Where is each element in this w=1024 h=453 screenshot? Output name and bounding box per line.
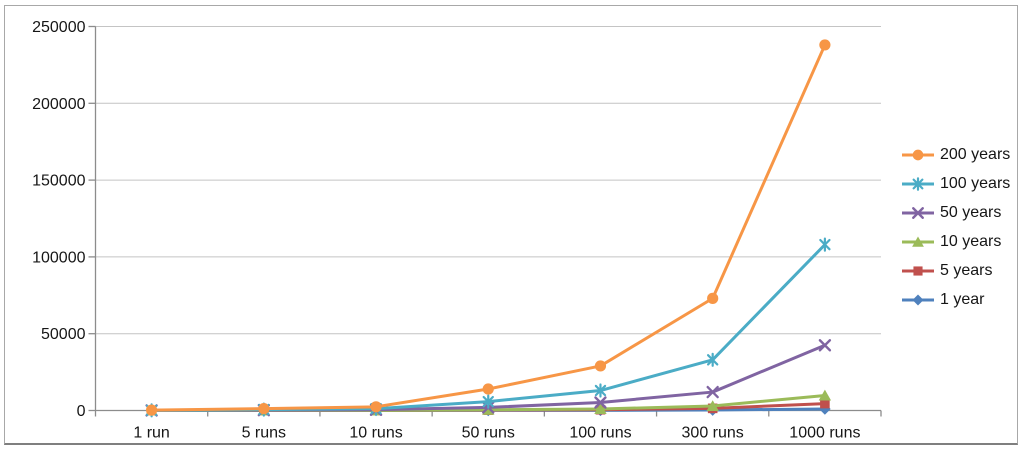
marker-diamond bbox=[912, 293, 924, 306]
marker-triangle bbox=[706, 400, 719, 412]
y-tick-label: 0 bbox=[77, 403, 86, 420]
marker-asterisk bbox=[482, 394, 494, 409]
y-tick-label: 50000 bbox=[41, 326, 86, 343]
x-category-label: 50 runs bbox=[462, 425, 515, 442]
legend-key-circle-icon bbox=[902, 149, 934, 160]
legend-key-x-icon bbox=[902, 206, 934, 219]
legend-item-10-years: 10 years bbox=[901, 227, 1010, 256]
legend-key-square-icon bbox=[902, 265, 934, 276]
legend-key-asterisk-icon bbox=[902, 176, 934, 191]
x-category-label: 1000 runs bbox=[789, 425, 860, 442]
marker-asterisk bbox=[706, 352, 719, 367]
marker-x bbox=[912, 206, 924, 219]
marker-triangle bbox=[818, 389, 832, 401]
legend-item-5-years: 5 years bbox=[901, 256, 1010, 285]
legend-label: 5 years bbox=[940, 261, 993, 279]
marker-x bbox=[818, 339, 832, 352]
marker-circle bbox=[370, 401, 382, 413]
x-category-label: 10 runs bbox=[349, 425, 402, 442]
marker-asterisk bbox=[819, 237, 831, 252]
marker-x bbox=[594, 396, 607, 409]
legend-label: 50 years bbox=[940, 203, 1002, 221]
series-line bbox=[150, 43, 827, 412]
marker-circle bbox=[258, 403, 270, 415]
legend-item-1-year: 1 year bbox=[901, 285, 1010, 314]
legend-item-100-years: 100 years bbox=[901, 169, 1010, 198]
marker-asterisk bbox=[912, 176, 924, 191]
x-category-label: 100 runs bbox=[569, 425, 631, 442]
marker-circle bbox=[482, 383, 494, 395]
marker-circle bbox=[594, 360, 607, 372]
x-category-label: 1 run bbox=[133, 425, 169, 442]
y-tick-label: 150000 bbox=[32, 173, 85, 190]
legend-label: 200 years bbox=[940, 145, 1011, 163]
marker-triangle bbox=[912, 235, 924, 247]
legend-item-50-years: 50 years bbox=[901, 198, 1010, 227]
marker-circle bbox=[707, 292, 719, 304]
marker-circle bbox=[146, 404, 158, 416]
legend-label: 10 years bbox=[940, 232, 1002, 250]
legend-key-diamond-icon bbox=[902, 293, 934, 306]
series-200-years bbox=[146, 39, 831, 416]
y-tick-label: 250000 bbox=[32, 19, 85, 36]
y-tick-label: 100000 bbox=[32, 249, 85, 266]
marker-x bbox=[706, 385, 719, 399]
marker-circle bbox=[819, 39, 831, 51]
legend-label: 100 years bbox=[940, 174, 1011, 192]
x-category-label: 300 runs bbox=[682, 425, 744, 442]
x-category-label: 5 runs bbox=[242, 425, 286, 442]
marker-square bbox=[820, 398, 830, 409]
legend-key-triangle-icon bbox=[902, 235, 934, 247]
marker-circle bbox=[912, 149, 924, 160]
legend-item-200-years: 200 years bbox=[901, 140, 1010, 169]
marker-triangle bbox=[594, 403, 607, 414]
legend-label: 1 year bbox=[940, 290, 985, 308]
y-tick-label: 200000 bbox=[32, 96, 85, 113]
legend: 200 years 100 years 50 years 10 years 5 year… bbox=[901, 140, 1010, 314]
marker-square bbox=[913, 265, 923, 276]
marker-asterisk bbox=[594, 383, 607, 398]
